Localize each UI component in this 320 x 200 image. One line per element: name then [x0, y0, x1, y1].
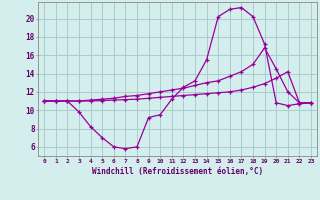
X-axis label: Windchill (Refroidissement éolien,°C): Windchill (Refroidissement éolien,°C) [92, 167, 263, 176]
